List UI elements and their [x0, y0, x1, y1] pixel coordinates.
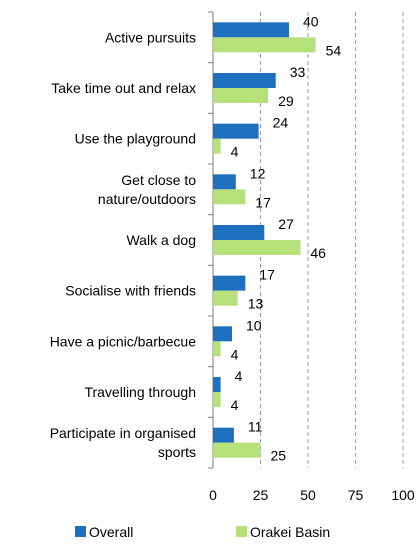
data-label: 33: [290, 64, 306, 80]
data-label: 24: [273, 115, 289, 131]
bar-orakei-basin: [213, 442, 261, 458]
data-label: 54: [326, 42, 342, 58]
legend-label: Overall: [89, 524, 133, 540]
bar-overall: [213, 22, 289, 38]
data-label: 4: [235, 368, 243, 384]
category-label: Walk a dog: [126, 232, 196, 248]
bar-orakei-basin: [213, 290, 238, 306]
data-label: 10: [246, 317, 262, 333]
category-label: Active pursuits: [105, 29, 196, 45]
data-label: 25: [271, 448, 287, 464]
bar-overall: [213, 73, 276, 88]
bar-overall: [213, 427, 234, 443]
bar-orakei-basin: [213, 189, 246, 205]
x-tick-label: 25: [253, 487, 269, 503]
data-label: 29: [278, 93, 294, 109]
category-label: Travelling through: [84, 384, 196, 400]
bar-overall: [213, 174, 236, 190]
data-label: 11: [248, 419, 263, 435]
data-label: 17: [255, 194, 271, 210]
data-label: 27: [278, 216, 294, 232]
data-label: 12: [250, 165, 266, 181]
bar-overall: [213, 377, 221, 392]
data-label: 4: [231, 144, 239, 160]
bar-orakei-basin: [213, 88, 269, 103]
legend-label: Orakei Basin: [250, 524, 330, 540]
bar-orakei-basin: [213, 392, 221, 407]
bar-orakei-basin: [213, 37, 316, 53]
x-tick-label: 75: [348, 487, 364, 503]
data-label: 40: [303, 13, 319, 29]
x-tick-label: 100: [391, 487, 415, 503]
category-label: Take time out and relax: [51, 80, 196, 96]
bar-orakei-basin: [213, 138, 221, 154]
legend-swatch: [75, 526, 86, 537]
category-label: Socialise with friends: [65, 283, 196, 299]
data-label: 4: [231, 346, 239, 362]
x-tick-label: 0: [209, 487, 217, 503]
bar-overall: [213, 123, 259, 139]
category-label: Participate in organised sports: [50, 425, 196, 460]
category-label: Use the playground: [75, 131, 196, 147]
bar-orakei-basin: [213, 240, 301, 255]
category-label: Have a picnic/barbecue: [50, 333, 197, 349]
data-label: 13: [248, 296, 264, 312]
data-label: 46: [310, 245, 326, 261]
bar-overall: [213, 225, 265, 240]
bar-orakei-basin: [213, 341, 221, 357]
x-tick-label: 50: [300, 487, 316, 503]
category-label: Get close to nature/outdoors: [98, 172, 196, 207]
data-label: 17: [259, 267, 275, 283]
bar-overall: [213, 326, 232, 342]
data-label: 4: [231, 397, 239, 413]
legend-swatch: [236, 526, 247, 537]
bar-overall: [213, 275, 246, 291]
